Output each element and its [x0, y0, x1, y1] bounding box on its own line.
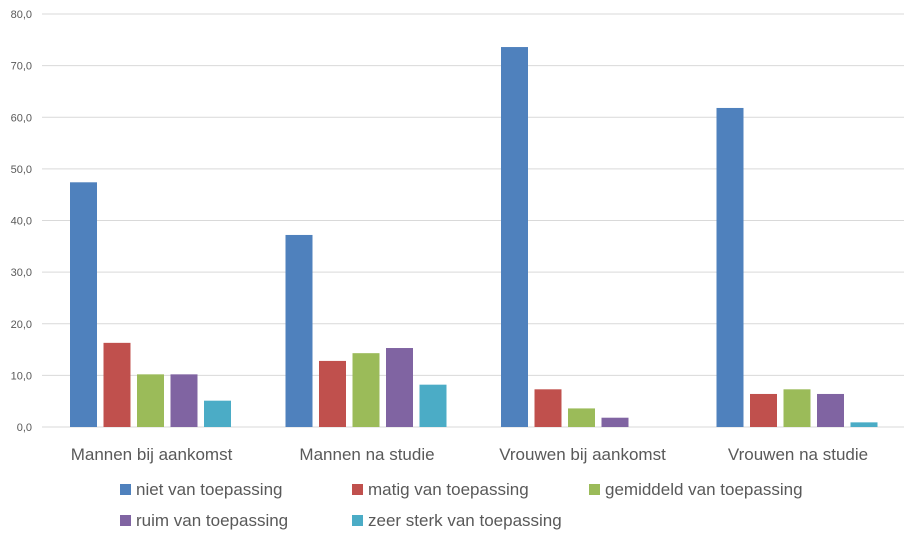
bar	[70, 182, 97, 427]
bar	[319, 360, 346, 427]
bar	[568, 408, 595, 427]
y-tick-label: 20,0	[11, 319, 32, 331]
y-tick-label: 30,0	[11, 267, 32, 279]
bar	[137, 374, 164, 427]
legend-label: matig van toepassing	[368, 480, 529, 499]
legend-swatch	[120, 484, 131, 495]
bar	[386, 348, 413, 427]
legend-item: niet van toepassing	[120, 480, 283, 499]
bar	[716, 107, 744, 428]
legend: niet van toepassing matig van toepassing g…	[120, 480, 803, 530]
bar	[534, 389, 562, 427]
gridlines	[42, 13, 904, 428]
bar	[170, 374, 198, 427]
y-tick-label: 0,0	[17, 422, 32, 434]
bar	[783, 389, 811, 427]
legend-swatch	[120, 515, 131, 526]
legend-item: gemiddeld van toepassing	[589, 480, 803, 499]
bar	[285, 234, 313, 427]
bar	[601, 417, 629, 427]
bar	[103, 342, 131, 427]
y-axis-ticks: 0,0 10,0 20,0 30,0 40,0 50,0 60,0 70,0 80,0	[11, 9, 32, 434]
category-label: Mannen na studie	[299, 445, 434, 464]
category-label: Mannen bij aankomst	[71, 445, 233, 464]
y-tick-label: 60,0	[11, 112, 32, 124]
y-tick-label: 80,0	[11, 9, 32, 21]
legend-item: matig van toepassing	[352, 480, 529, 499]
y-tick-label: 40,0	[11, 216, 32, 228]
bar	[204, 400, 231, 427]
legend-item: ruim van toepassing	[120, 511, 288, 530]
bar	[419, 384, 447, 427]
category-label: Vrouwen bij aankomst	[499, 445, 666, 464]
bar	[750, 393, 777, 427]
legend-swatch	[352, 515, 363, 526]
legend-item: zeer sterk van toepassing	[352, 511, 562, 530]
y-tick-label: 70,0	[11, 61, 32, 73]
legend-label: gemiddeld van toepassing	[605, 480, 803, 499]
category-label: Vrouwen na studie	[728, 445, 868, 464]
x-axis-labels: Mannen bij aankomst Mannen na studie Vrouw…	[71, 445, 868, 464]
legend-label: niet van toepassing	[136, 480, 283, 499]
legend-swatch	[352, 484, 363, 495]
bar	[850, 422, 878, 427]
bars	[70, 47, 878, 428]
legend-label: zeer sterk van toepassing	[368, 511, 562, 530]
y-tick-label: 10,0	[11, 370, 32, 382]
bar	[501, 47, 528, 427]
legend-label: ruim van toepassing	[136, 511, 288, 530]
bar	[352, 353, 380, 427]
bar	[817, 393, 844, 427]
y-tick-label: 50,0	[11, 164, 32, 176]
legend-swatch	[589, 484, 600, 495]
